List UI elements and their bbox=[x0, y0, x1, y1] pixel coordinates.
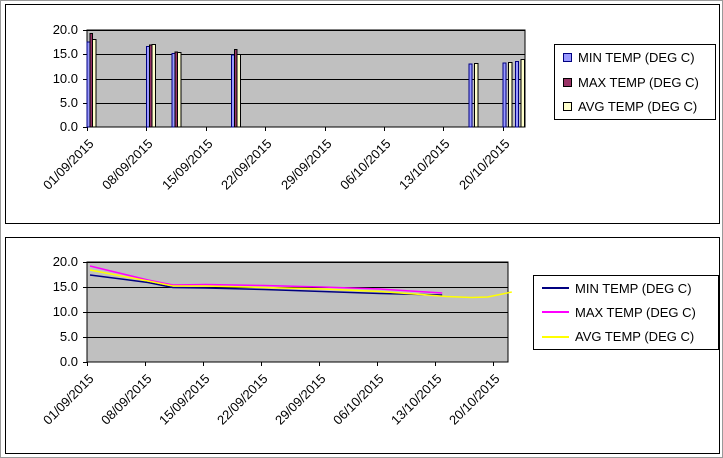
legend-label: AVG TEMP (DEG C) bbox=[578, 99, 698, 115]
bar bbox=[468, 63, 473, 128]
bar bbox=[236, 53, 241, 128]
bar bbox=[92, 39, 97, 128]
bar bbox=[502, 62, 507, 128]
legend-marker bbox=[563, 52, 572, 62]
y-axis-label: 10.0 bbox=[52, 304, 78, 319]
plot-background bbox=[86, 29, 526, 128]
legend-label: MAX TEMP (DEG C) bbox=[575, 304, 696, 320]
legend-label: MAX TEMP (DEG C) bbox=[578, 74, 699, 90]
legend: MIN TEMP (DEG C) MAX TEMP (DEG C) AVG TEMP… bbox=[533, 275, 719, 350]
y-axis-label: 20.0 bbox=[52, 254, 78, 269]
series-line bbox=[89, 269, 512, 299]
legend-marker bbox=[542, 287, 569, 290]
temperature-bar-chart: 20.0 15.0 10.0 5.0 0.0 01/09/2015 08/09/2015 15… bbox=[5, 4, 720, 224]
legend-label: MIN TEMP (DEG C) bbox=[575, 280, 692, 296]
y-axis-label: 5.0 bbox=[59, 94, 78, 110]
legend-label: MIN TEMP (DEG C) bbox=[578, 49, 695, 65]
legend: MIN TEMP (DEG C) MAX TEMP (DEG C) AVG TEMP… bbox=[554, 44, 716, 120]
bar bbox=[507, 61, 513, 128]
bar bbox=[151, 44, 156, 128]
legend-marker bbox=[563, 102, 572, 112]
y-axis-label: 5.0 bbox=[59, 329, 78, 344]
legend-item: MIN TEMP (DEG C) bbox=[542, 276, 718, 300]
legend-item: MAX TEMP (DEG C) bbox=[542, 300, 718, 324]
series-line bbox=[89, 274, 443, 296]
bar bbox=[473, 62, 479, 128]
legend-marker bbox=[563, 77, 572, 87]
legend-item: MIN TEMP (DEG C) bbox=[563, 45, 715, 70]
temperature-line-chart: 20.0 15.0 10.0 5.0 0.0 01/09/2015 08/09/2015 15… bbox=[5, 237, 720, 454]
y-axis-label: 15.0 bbox=[52, 279, 78, 294]
legend-label: AVG TEMP (DEG C) bbox=[575, 329, 695, 345]
legend-marker bbox=[542, 335, 569, 338]
bar bbox=[520, 59, 526, 128]
bar bbox=[176, 51, 182, 128]
legend-marker bbox=[542, 311, 569, 314]
plot-area bbox=[83, 261, 512, 366]
y-axis-label: 10.0 bbox=[52, 70, 78, 86]
y-axis-label: 0.0 bbox=[59, 354, 78, 369]
series-line bbox=[89, 265, 443, 294]
y-axis-label: 20.0 bbox=[52, 22, 78, 37]
y-axis-label: 0.0 bbox=[59, 119, 78, 134]
legend-item: AVG TEMP (DEG C) bbox=[542, 325, 718, 349]
y-axis-label: 15.0 bbox=[52, 46, 78, 62]
plot-area bbox=[83, 29, 526, 131]
legend-item: AVG TEMP (DEG C) bbox=[563, 94, 715, 119]
bar bbox=[515, 61, 520, 128]
legend-item: MAX TEMP (DEG C) bbox=[563, 70, 715, 95]
